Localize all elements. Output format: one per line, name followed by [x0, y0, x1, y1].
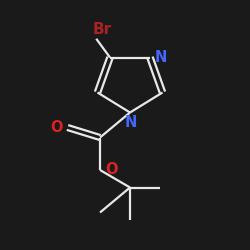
Text: N: N [125, 115, 138, 130]
Text: N: N [154, 50, 167, 65]
Text: O: O [105, 162, 118, 178]
Text: Br: Br [92, 22, 112, 38]
Text: O: O [50, 120, 63, 135]
